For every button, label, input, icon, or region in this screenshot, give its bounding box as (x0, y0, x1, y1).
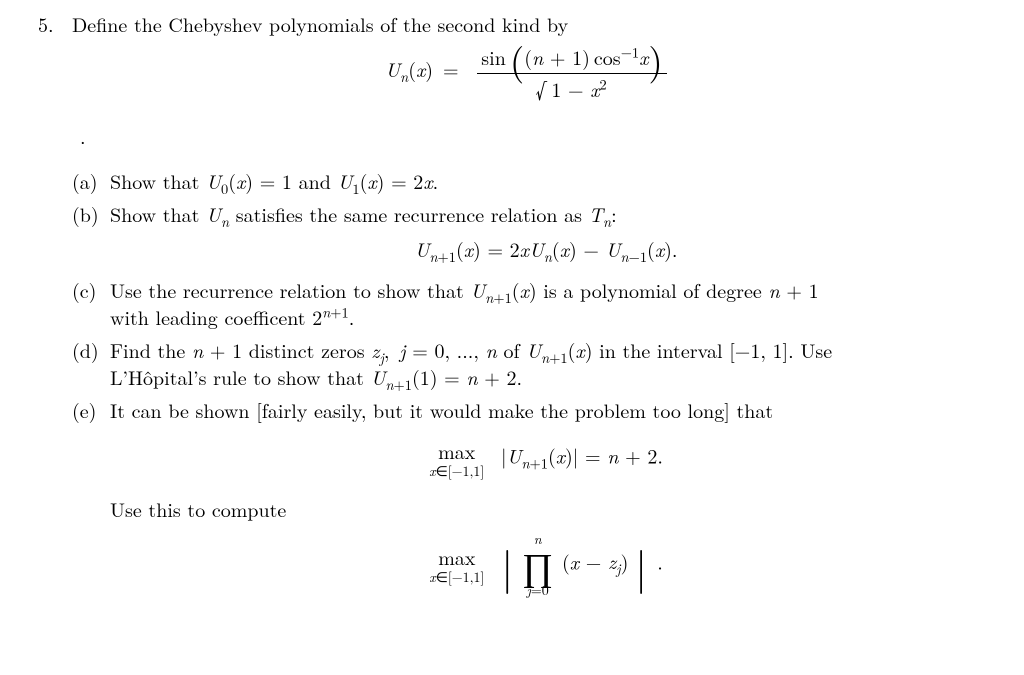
part-d-line2: L’Hôpital’s rule to show that (110, 362, 371, 391)
part-e-line1: It can be shown [fairly easily, but it w… (110, 395, 773, 424)
part-b-label: (b) (72, 200, 110, 227)
part-e-usethis: Use this to compute (110, 494, 286, 523)
part-a-prefix: Show that (110, 166, 206, 195)
problem-number: 5. (38, 10, 72, 37)
parts: (a) Show that U0(x) = 1 and U1(x) = 2x. … (72, 167, 982, 614)
part-d-mid3: in the interval (592, 335, 729, 364)
stray-period: . (80, 122, 982, 149)
part-a-text: Show that U0(x) = 1 and U1(x) = 2x. (110, 167, 982, 194)
problem-body: Define the Chebyshev polynomials of the … (72, 10, 982, 116)
part-c-text: Use the recurrence relation to show that… (110, 276, 982, 330)
part-d-mid1: distinct zeros (242, 335, 371, 364)
part-c-line2: with leading coefficent (110, 302, 312, 331)
part-c-prefix: Use the recurrence relation to show that (110, 275, 470, 304)
intro-text: Define the Chebyshev polynomials of the … (72, 9, 568, 38)
part-d-prefix: Find the (110, 335, 192, 364)
part-d-label: (d) (72, 336, 110, 363)
part-d: (d) Find the n + 1 distinct zeros zj, j … (72, 336, 982, 390)
eq-max: maxx∈[−1,1] |Un+1(x)| = n + 2. (110, 437, 982, 481)
part-c: (c) Use the recurrence relation to show … (72, 276, 982, 330)
eq-product: maxx∈[−1,1] | n∏j=0 (x − zj) | . (110, 530, 982, 600)
part-e-label: (e) (72, 396, 110, 423)
part-d-text: Find the n + 1 distinct zeros zj, j = 0,… (110, 336, 982, 390)
part-a-label: (a) (72, 167, 110, 194)
part-b-prefix: Show that (110, 199, 206, 228)
page: 5. Define the Chebyshev polynomials of t… (0, 0, 1024, 675)
part-c-mid: is a polynomial of degree (537, 275, 769, 304)
eq-recurrence: Un+1(x) = 2xUn(x) − Un−1(x). (110, 235, 982, 262)
part-c-label: (c) (72, 276, 110, 303)
and-1: and (292, 166, 338, 195)
eq-definition: Un(x) = sin((n + 1)cos−1x) 1 − x2 (72, 43, 982, 102)
problem-row: 5. Define the Chebyshev polynomials of t… (38, 10, 982, 116)
part-e: (e) It can be shown [fairly easily, but … (72, 396, 982, 614)
part-e-text: It can be shown [fairly easily, but it w… (110, 396, 982, 614)
part-b-mid: satisfies the same recurrence relation a… (229, 199, 589, 228)
part-d-use: . Use (788, 335, 832, 364)
part-a: (a) Show that U0(x) = 1 and U1(x) = 2x. (72, 167, 982, 194)
part-d-mid2: of (497, 335, 526, 364)
part-b-text: Show that Un satisfies the same recurren… (110, 200, 982, 270)
part-b: (b) Show that Un satisfies the same recu… (72, 200, 982, 270)
